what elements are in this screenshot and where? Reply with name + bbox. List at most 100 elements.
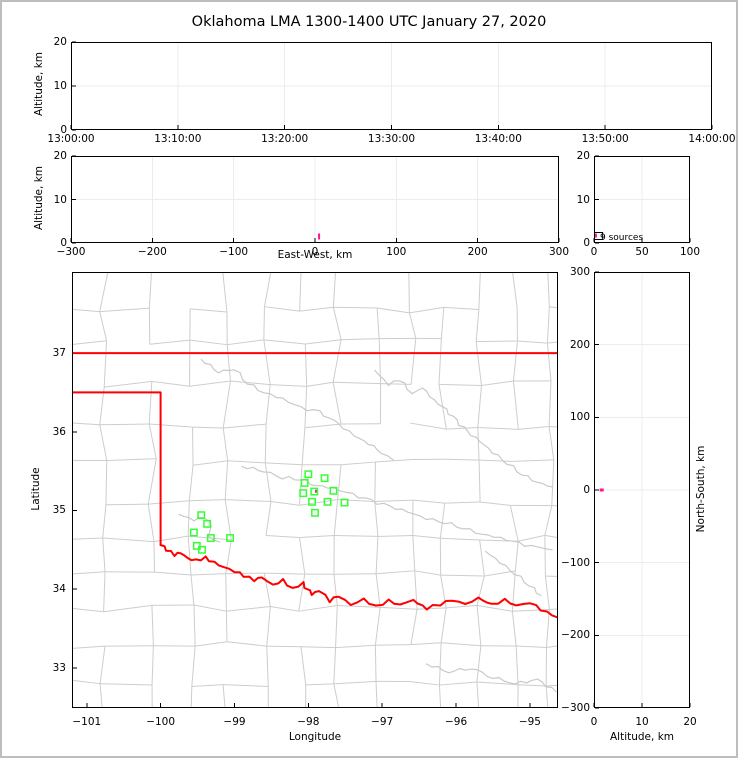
county-line: [266, 606, 271, 647]
county-line: [223, 423, 267, 429]
county-line: [476, 645, 482, 683]
county-line: [544, 535, 546, 577]
time-tick-label: 13:10:00: [154, 133, 202, 145]
time-tick-label: 13:20:00: [261, 133, 309, 145]
ns-y-tick-label: 0: [583, 484, 590, 496]
county-line: [544, 505, 553, 536]
county-line: [224, 499, 232, 541]
county-line: [300, 646, 336, 649]
county-line: [341, 338, 380, 341]
county-line: [227, 339, 264, 346]
county-line: [511, 611, 517, 647]
county-line: [512, 381, 519, 430]
county-line: [103, 604, 152, 613]
county-line: [443, 306, 479, 311]
county-line: [444, 458, 480, 461]
ew-tick-label: −200: [137, 246, 167, 258]
ew-altitude-panel: [70, 155, 560, 244]
county-line: [264, 424, 267, 463]
county-line: [105, 460, 108, 505]
county-line: [374, 501, 379, 537]
county-line: [266, 645, 301, 648]
county-line: [102, 537, 155, 543]
county-line: [148, 272, 152, 309]
county-line: [440, 607, 447, 643]
state-border-red-river: [159, 544, 558, 619]
county-line: [476, 575, 485, 606]
county-line: [333, 499, 339, 536]
county-line: [439, 681, 477, 686]
county-line: [333, 381, 381, 385]
county-line: [333, 574, 338, 606]
ns-altitude-panel: [593, 271, 691, 709]
county-line: [190, 574, 195, 606]
county-line: [380, 606, 418, 610]
river-line: [241, 465, 553, 551]
county-line: [334, 535, 378, 537]
county-line: [476, 605, 482, 646]
county-line: [374, 499, 413, 502]
county-line: [263, 272, 272, 307]
county-line: [230, 380, 271, 386]
lma-station-marker: [300, 478, 309, 487]
county-line: [376, 307, 380, 339]
county-line: [99, 424, 108, 461]
altitude-histogram-panel: [593, 155, 691, 244]
county-line: [412, 535, 416, 571]
county-line: [410, 422, 447, 430]
vhf-source-mark: [594, 233, 597, 238]
county-line: [409, 680, 440, 686]
county-line: [187, 500, 190, 537]
county-line: [374, 607, 381, 646]
county-line: [511, 459, 554, 462]
county-line: [99, 387, 105, 425]
county-line: [375, 573, 381, 608]
longitude-tick-label: −99: [223, 716, 246, 728]
county-line: [192, 460, 228, 466]
county-line: [305, 339, 342, 345]
axis-label-east-west: East-West, km: [277, 249, 353, 261]
county-line: [516, 645, 547, 648]
county-line: [545, 685, 549, 708]
hist-y-tick-label: 20: [576, 150, 590, 162]
county-line: [270, 606, 299, 612]
county-line: [332, 339, 342, 383]
county-line: [72, 340, 107, 346]
county-line: [188, 535, 232, 541]
county-line: [226, 641, 267, 647]
county-line: [299, 272, 302, 312]
longitude-tick-label: −101: [72, 716, 102, 728]
map-panel: [71, 271, 559, 709]
county-line: [106, 458, 157, 462]
county-line: [337, 605, 381, 608]
county-line: [546, 306, 550, 344]
vhf-source-mark: [314, 489, 318, 493]
altitude-tick-label: 20: [53, 150, 67, 162]
county-line: [477, 427, 480, 461]
county-line: [377, 307, 410, 314]
county-line: [72, 679, 101, 685]
time-tick-label: 13:30:00: [367, 133, 416, 145]
ew-tick-label: 200: [467, 246, 488, 258]
latitude-tick-label: 37: [52, 347, 66, 360]
lma-station-marker: [320, 474, 329, 483]
county-line: [484, 570, 516, 577]
ew-tick-label: 0: [311, 246, 319, 258]
county-line: [441, 642, 481, 647]
county-line: [408, 312, 417, 339]
county-line: [99, 423, 150, 426]
sources-count-annotation: 9 sources: [600, 233, 644, 243]
county-line: [477, 385, 482, 428]
ew-tick-label: −300: [56, 246, 86, 258]
county-line: [548, 426, 555, 460]
county-line: [544, 534, 558, 539]
vhf-source-mark: [318, 233, 321, 240]
county-line: [546, 343, 552, 381]
county-line: [151, 380, 190, 387]
county-line: [225, 499, 272, 503]
time-tick-label: 13:40:00: [474, 133, 522, 145]
county-lines-layer: [72, 272, 558, 708]
county-line: [475, 341, 482, 386]
county-line: [189, 499, 226, 502]
county-line: [103, 340, 108, 388]
